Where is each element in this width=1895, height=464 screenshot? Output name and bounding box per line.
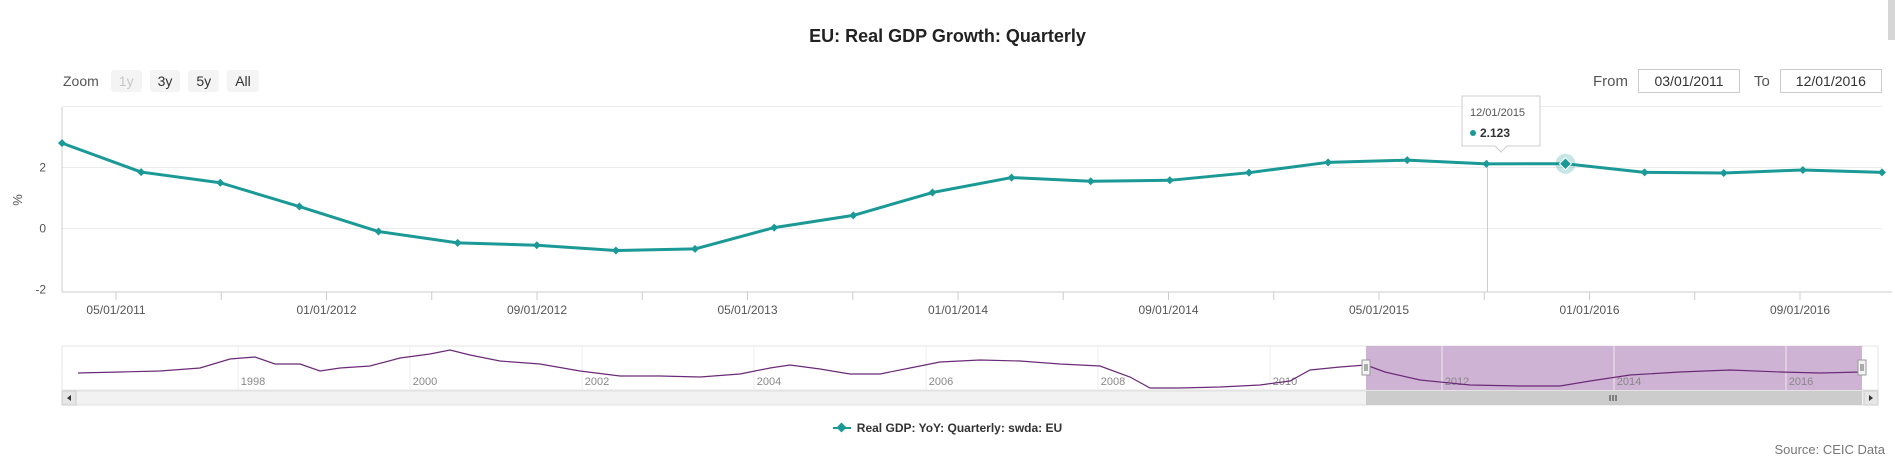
navigator-year-label: 2000 — [413, 376, 437, 388]
data-point — [1482, 159, 1491, 168]
tooltip-value: 2.123 — [1480, 126, 1510, 140]
data-point — [849, 211, 858, 220]
zoom-controls: Zoom 1y 3y 5y All — [63, 70, 267, 92]
navigator-year-label: 2016 — [1789, 376, 1813, 388]
data-point — [770, 223, 779, 232]
zoom-all-button[interactable]: All — [227, 70, 259, 92]
x-tick-label: 09/01/2012 — [507, 303, 567, 317]
tooltip-date: 12/01/2015 — [1470, 107, 1525, 119]
data-point — [58, 139, 66, 148]
from-date-input[interactable]: 03/01/2011 — [1638, 69, 1740, 93]
y-axis-label: % — [10, 194, 25, 206]
navigator-year-label: 2014 — [1617, 376, 1641, 388]
navigator-year-label: 2006 — [929, 376, 953, 388]
legend[interactable]: Real GDP: YoY: Quarterly: swda: EU — [0, 421, 1895, 435]
zoom-5y-button[interactable]: 5y — [188, 70, 220, 92]
data-point — [1558, 157, 1573, 171]
navigator-year-label: 2008 — [1101, 376, 1125, 388]
tooltip-dot — [1470, 130, 1476, 136]
legend-series-label: Real GDP: YoY: Quarterly: swda: EU — [856, 421, 1063, 435]
navigator-right-handle[interactable] — [1857, 359, 1867, 376]
data-point — [691, 244, 700, 253]
chart-title: EU: Real GDP Growth: Quarterly — [809, 26, 1086, 46]
data-point — [1244, 168, 1253, 177]
navigator-year-label: 2002 — [585, 376, 609, 388]
data-point — [1719, 168, 1728, 177]
navigator-left-handle[interactable] — [1361, 359, 1371, 376]
data-point — [216, 178, 225, 187]
data-point — [1640, 168, 1649, 177]
x-tick-label: 01/01/2016 — [1559, 303, 1619, 317]
series-line — [61, 141, 1883, 252]
y-tick-label: 2 — [39, 161, 46, 175]
data-point — [453, 238, 462, 247]
data-point — [1165, 176, 1174, 185]
x-tick-label: 05/01/2013 — [717, 303, 777, 317]
data-point — [1878, 168, 1886, 177]
date-range: From 03/01/2011 To 12/01/2016 — [1593, 69, 1882, 93]
data-point — [295, 202, 304, 211]
x-tick-label: 09/01/2014 — [1138, 303, 1198, 317]
data-point — [611, 246, 620, 255]
data-point — [1403, 156, 1412, 165]
zoom-3y-button[interactable]: 3y — [149, 70, 181, 92]
scroll-right-icon — [1869, 395, 1873, 401]
zoom-label: Zoom — [63, 73, 99, 89]
zoom-1y-button[interactable]: 1y — [110, 70, 142, 92]
navigator-year-label: 1998 — [241, 376, 265, 388]
navigator-series-line — [77, 349, 1863, 389]
navigator-year-label: 2004 — [757, 376, 781, 388]
x-tick-label: 09/01/2016 — [1770, 303, 1830, 317]
from-label: From — [1593, 72, 1628, 90]
data-point — [1324, 158, 1333, 167]
data-point — [532, 241, 541, 250]
data-point — [137, 168, 146, 177]
source-note: Source: CEIC Data — [1774, 442, 1885, 457]
x-tick-label: 05/01/2011 — [86, 303, 145, 317]
navigator-year-label: 2012 — [1445, 376, 1469, 388]
scroll-left-icon — [67, 395, 71, 401]
x-tick-label: 05/01/2015 — [1349, 303, 1409, 317]
x-tick-label: 01/01/2012 — [296, 303, 356, 317]
y-tick-label: 0 — [39, 222, 46, 236]
data-point — [928, 188, 937, 197]
legend-series-symbol — [832, 423, 851, 433]
data-point — [374, 227, 383, 236]
y-tick-label: -2 — [35, 283, 46, 297]
to-label: To — [1754, 72, 1770, 90]
tooltip-box — [1461, 95, 1541, 153]
x-tick-label: 01/01/2014 — [928, 303, 988, 317]
data-point — [1007, 173, 1016, 182]
data-point — [1798, 165, 1807, 174]
scrollbar-thumb[interactable] — [1366, 391, 1862, 405]
to-date-input[interactable]: 12/01/2016 — [1779, 69, 1882, 93]
page-scrollbar[interactable] — [1888, 0, 1895, 40]
data-point — [1086, 177, 1095, 186]
